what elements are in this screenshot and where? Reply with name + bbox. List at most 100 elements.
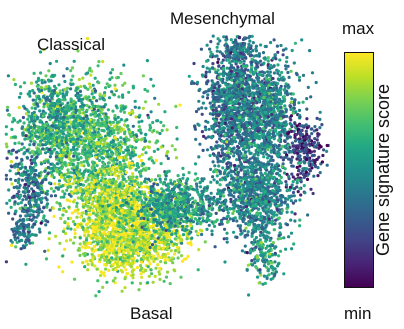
cell-point xyxy=(60,142,65,146)
cell-point xyxy=(19,201,23,205)
cell-point xyxy=(210,208,214,212)
cell-point xyxy=(30,117,34,121)
cell-point xyxy=(99,146,103,151)
cell-point xyxy=(116,148,120,152)
cell-point xyxy=(169,178,173,182)
cell-point xyxy=(87,82,92,86)
cell-point xyxy=(32,159,37,163)
cell-point xyxy=(28,126,32,130)
cell-point xyxy=(23,137,27,141)
cell-point xyxy=(72,119,76,124)
cell-point xyxy=(69,162,73,167)
cell-point xyxy=(112,128,116,132)
cell-point xyxy=(116,232,120,236)
cell-point xyxy=(70,66,75,70)
cell-point xyxy=(117,184,121,188)
cell-point xyxy=(137,209,141,213)
cell-point xyxy=(117,220,121,225)
cell-point xyxy=(37,135,41,139)
cell-point xyxy=(159,145,163,149)
cell-point xyxy=(162,279,166,283)
cell-point xyxy=(134,236,138,240)
cell-point xyxy=(17,190,21,194)
cell-point xyxy=(131,124,135,128)
cell-point xyxy=(149,110,153,114)
cell-point xyxy=(4,142,8,146)
cell-point xyxy=(47,89,51,93)
cell-point xyxy=(79,215,83,219)
cell-point xyxy=(176,219,180,223)
cell-point xyxy=(64,147,68,151)
cell-point xyxy=(22,233,26,237)
cell-point xyxy=(132,194,136,198)
cell-point xyxy=(14,178,18,183)
cell-point xyxy=(58,202,62,206)
cell-point xyxy=(123,238,127,242)
cell-point xyxy=(90,92,94,96)
cell-point xyxy=(116,260,120,264)
cell-point xyxy=(176,203,180,207)
cell-point xyxy=(106,204,111,208)
cell-point xyxy=(13,82,17,87)
cell-point xyxy=(92,249,96,253)
cell-point xyxy=(38,139,43,144)
cell-point xyxy=(105,280,109,284)
cell-point xyxy=(110,90,114,94)
cell-point xyxy=(67,175,71,179)
cell-point xyxy=(117,170,121,174)
cell-point xyxy=(196,176,200,181)
cell-point xyxy=(164,255,168,259)
cell-point xyxy=(102,105,106,109)
cell-point xyxy=(26,207,31,211)
cell-point xyxy=(86,161,90,165)
cell-point xyxy=(87,68,92,72)
cell-point xyxy=(39,221,43,225)
cell-point xyxy=(113,124,117,128)
cell-point xyxy=(115,264,119,268)
cell-point xyxy=(44,177,48,182)
cell-point xyxy=(123,81,127,85)
cell-point xyxy=(83,251,87,256)
cell-point xyxy=(159,210,163,214)
cell-point xyxy=(85,114,89,118)
cell-point xyxy=(47,237,51,241)
cell-point xyxy=(103,91,107,95)
cell-point xyxy=(102,98,106,102)
cell-point xyxy=(83,129,88,133)
cell-point xyxy=(71,162,75,166)
cell-point xyxy=(160,187,164,191)
cell-point xyxy=(88,85,92,89)
cell-point xyxy=(108,84,112,88)
cell-point xyxy=(176,178,180,182)
cell-point xyxy=(65,188,69,192)
cell-point xyxy=(165,225,169,229)
cell-point xyxy=(186,210,190,214)
cell-point xyxy=(194,182,199,186)
cell-point xyxy=(177,248,181,252)
cell-point xyxy=(163,240,167,245)
cell-point xyxy=(176,174,180,178)
cell-point xyxy=(20,158,24,162)
cell-point xyxy=(132,221,136,225)
cell-point xyxy=(197,206,201,210)
cell-point xyxy=(44,74,48,78)
cell-point xyxy=(17,105,21,110)
cell-point xyxy=(113,114,117,118)
cell-point xyxy=(92,118,96,122)
cell-point xyxy=(173,148,177,152)
cell-point xyxy=(104,250,108,254)
cell-point xyxy=(170,232,174,237)
cell-point xyxy=(188,219,193,223)
cell-point xyxy=(166,156,170,161)
cell-point xyxy=(143,139,147,143)
cell-point xyxy=(81,183,85,187)
cell-point xyxy=(24,262,28,266)
cell-point xyxy=(122,265,126,269)
cell-point xyxy=(101,210,105,214)
cell-point xyxy=(68,177,72,181)
cell-point xyxy=(18,183,22,187)
cell-point xyxy=(7,113,12,117)
cell-point xyxy=(104,181,108,185)
cell-point xyxy=(28,131,32,135)
cell-point xyxy=(86,204,90,208)
